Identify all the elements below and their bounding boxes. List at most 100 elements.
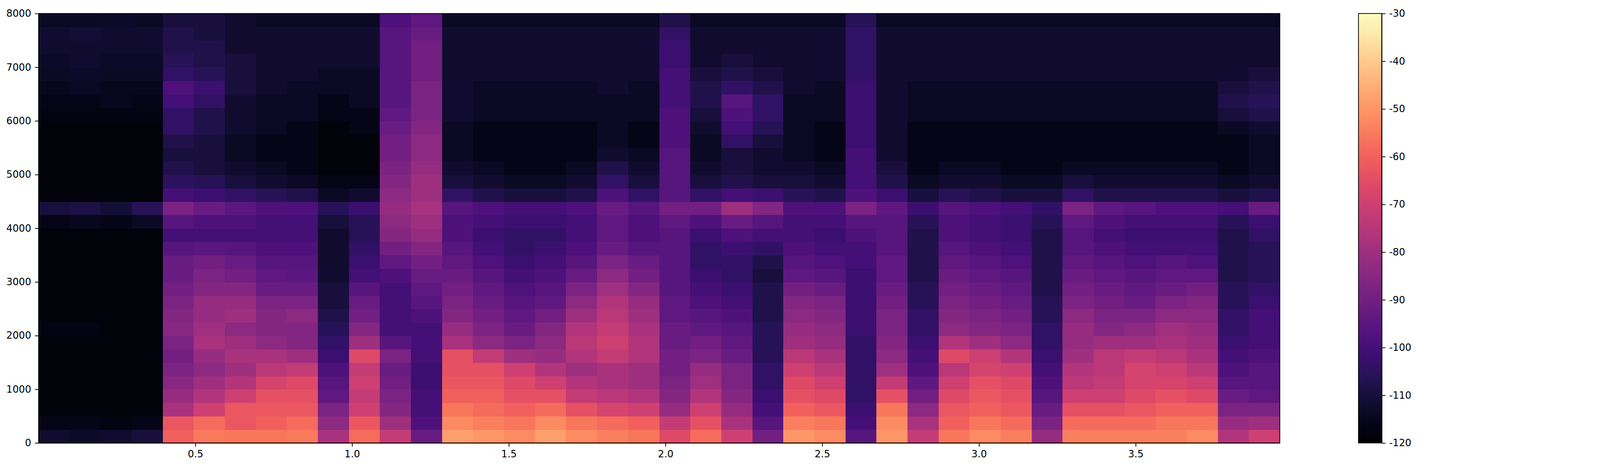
cell bbox=[69, 161, 101, 175]
cell bbox=[1093, 94, 1125, 108]
cell bbox=[255, 295, 288, 310]
cell bbox=[1155, 67, 1187, 81]
cell bbox=[1155, 228, 1187, 243]
cell bbox=[938, 121, 970, 135]
cell bbox=[1124, 188, 1157, 202]
cell bbox=[100, 376, 132, 390]
cell bbox=[969, 228, 1001, 243]
cell bbox=[1031, 416, 1063, 431]
cell bbox=[814, 134, 846, 149]
cell bbox=[504, 174, 536, 189]
cell bbox=[876, 322, 908, 337]
cell bbox=[317, 161, 350, 175]
cell bbox=[1031, 376, 1063, 390]
cell bbox=[1155, 416, 1187, 431]
cell bbox=[1186, 147, 1218, 162]
cell bbox=[442, 107, 474, 122]
cell bbox=[1248, 161, 1280, 175]
cell bbox=[1062, 389, 1094, 404]
cell bbox=[1155, 402, 1187, 417]
cell bbox=[597, 268, 629, 283]
cell bbox=[504, 161, 536, 175]
cell bbox=[783, 322, 815, 337]
cell bbox=[38, 402, 70, 417]
cell bbox=[1186, 322, 1218, 337]
cell bbox=[597, 147, 629, 162]
cell bbox=[131, 161, 163, 175]
cell bbox=[535, 40, 567, 55]
cell bbox=[410, 215, 443, 229]
cell bbox=[410, 94, 443, 108]
cell bbox=[907, 147, 939, 162]
cell bbox=[255, 80, 288, 95]
cell bbox=[1124, 161, 1157, 175]
cell bbox=[1155, 241, 1187, 256]
cell bbox=[349, 362, 381, 377]
cell bbox=[597, 40, 629, 55]
cell bbox=[1217, 362, 1250, 377]
cell bbox=[938, 13, 970, 28]
cell bbox=[100, 335, 132, 350]
cell bbox=[565, 215, 598, 229]
cell bbox=[131, 335, 163, 350]
cell bbox=[690, 67, 722, 81]
x-axis-tick: 1.0 bbox=[344, 443, 360, 460]
cell bbox=[442, 80, 474, 95]
cell bbox=[1186, 174, 1218, 189]
cell bbox=[100, 80, 132, 95]
cell bbox=[659, 309, 691, 323]
cell bbox=[286, 134, 318, 149]
cell bbox=[349, 174, 381, 189]
cell bbox=[690, 215, 722, 229]
cell bbox=[504, 228, 536, 243]
cell bbox=[379, 40, 411, 55]
cell bbox=[1186, 201, 1218, 216]
cell bbox=[1000, 255, 1032, 269]
cell bbox=[1217, 174, 1250, 189]
cell bbox=[100, 147, 132, 162]
cell bbox=[379, 335, 411, 350]
cell bbox=[845, 94, 877, 108]
cell bbox=[69, 376, 101, 390]
cell bbox=[876, 376, 908, 390]
cell bbox=[659, 416, 691, 431]
cell bbox=[193, 147, 225, 162]
cell bbox=[410, 376, 443, 390]
cell bbox=[442, 402, 474, 417]
cell bbox=[1186, 107, 1218, 122]
cell bbox=[1155, 80, 1187, 95]
cell bbox=[1031, 241, 1063, 256]
cell bbox=[472, 362, 505, 377]
cell bbox=[721, 80, 753, 95]
cell bbox=[721, 26, 753, 41]
cell bbox=[628, 389, 660, 404]
cell bbox=[969, 40, 1001, 55]
cell bbox=[721, 107, 753, 122]
cell bbox=[752, 362, 784, 377]
cell bbox=[969, 161, 1001, 175]
cell bbox=[286, 309, 318, 323]
cell bbox=[100, 255, 132, 269]
cell bbox=[628, 309, 660, 323]
cell bbox=[1000, 94, 1032, 108]
cell bbox=[1248, 322, 1280, 337]
cell bbox=[752, 282, 784, 296]
cell bbox=[38, 389, 70, 404]
cell bbox=[100, 134, 132, 149]
cell bbox=[162, 362, 195, 377]
cell bbox=[1248, 134, 1280, 149]
cell bbox=[100, 429, 132, 444]
cell bbox=[659, 147, 691, 162]
cell bbox=[504, 309, 536, 323]
cell bbox=[721, 228, 753, 243]
cell bbox=[69, 215, 101, 229]
cell bbox=[752, 322, 784, 337]
cell bbox=[472, 255, 505, 269]
x-axis-tick: 2.5 bbox=[814, 443, 831, 460]
cell bbox=[876, 309, 908, 323]
x-axis: 0.51.01.52.02.53.03.5 bbox=[39, 443, 1281, 460]
cell bbox=[349, 161, 381, 175]
cell bbox=[349, 201, 381, 216]
cell bbox=[162, 228, 195, 243]
cell bbox=[224, 26, 256, 41]
